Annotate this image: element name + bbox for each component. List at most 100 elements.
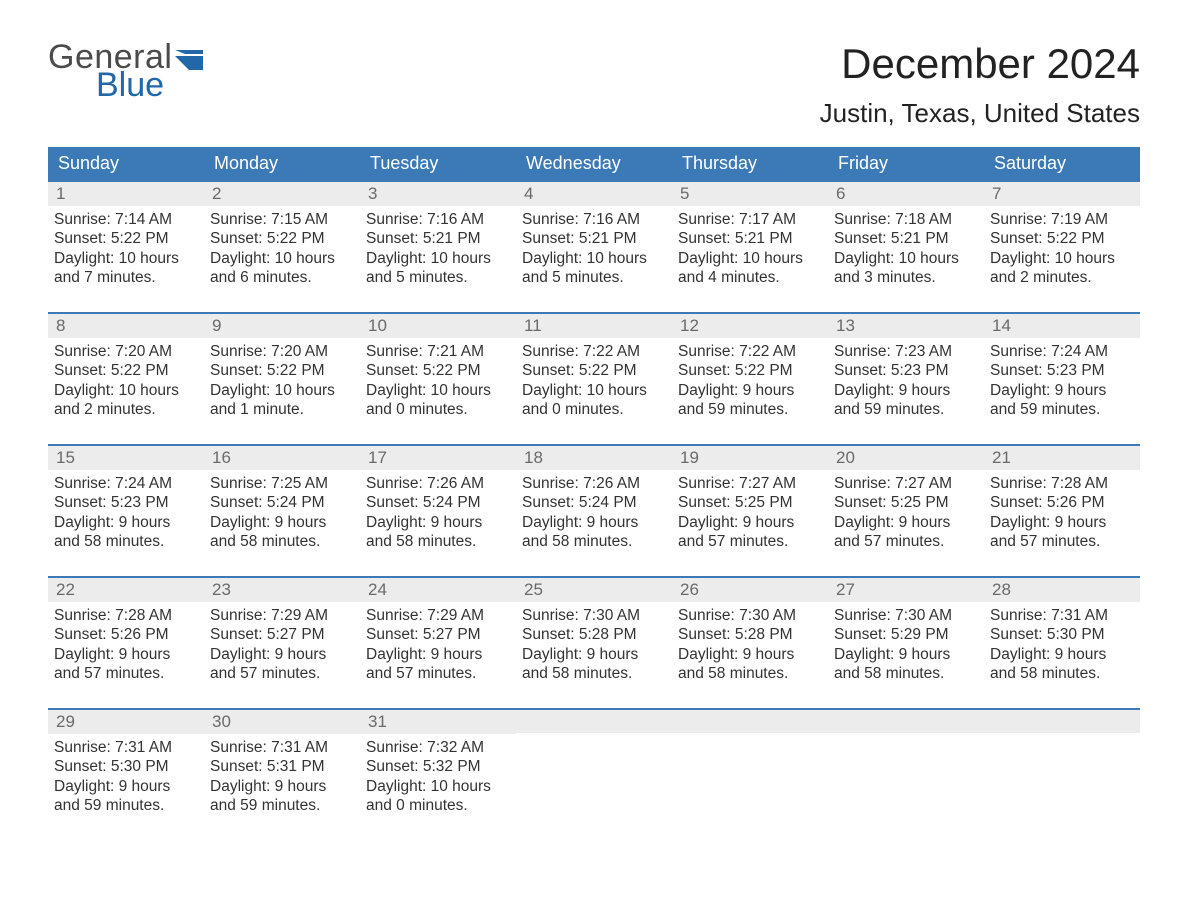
weekday-header: Monday	[204, 147, 360, 180]
day-number: 3	[360, 182, 516, 206]
daylight-line-1: Daylight: 9 hours	[834, 513, 978, 532]
title-block: December 2024 Justin, Texas, United Stat…	[820, 40, 1140, 129]
day-body: Sunrise: 7:32 AMSunset: 5:32 PMDaylight:…	[360, 734, 516, 822]
daylight-line-2: and 2 minutes.	[54, 400, 198, 419]
sunrise-line: Sunrise: 7:22 AM	[678, 342, 822, 361]
sunrise-line: Sunrise: 7:30 AM	[678, 606, 822, 625]
sunset-line: Sunset: 5:21 PM	[366, 229, 510, 248]
day-body: Sunrise: 7:22 AMSunset: 5:22 PMDaylight:…	[672, 338, 828, 426]
calendar: SundayMondayTuesdayWednesdayThursdayFrid…	[48, 147, 1140, 828]
sunset-line: Sunset: 5:24 PM	[366, 493, 510, 512]
day-number: 30	[204, 710, 360, 734]
day-body: Sunrise: 7:27 AMSunset: 5:25 PMDaylight:…	[672, 470, 828, 558]
day-number: 6	[828, 182, 984, 206]
day-number	[516, 710, 672, 733]
sunset-line: Sunset: 5:23 PM	[834, 361, 978, 380]
daylight-line-1: Daylight: 10 hours	[366, 381, 510, 400]
day-number: 8	[48, 314, 204, 338]
day-body: Sunrise: 7:19 AMSunset: 5:22 PMDaylight:…	[984, 206, 1140, 294]
day-cell: 21Sunrise: 7:28 AMSunset: 5:26 PMDayligh…	[984, 446, 1140, 564]
day-number: 1	[48, 182, 204, 206]
daylight-line-2: and 59 minutes.	[990, 400, 1134, 419]
day-body: Sunrise: 7:26 AMSunset: 5:24 PMDaylight:…	[360, 470, 516, 558]
empty-day-cell	[828, 710, 984, 828]
sunrise-line: Sunrise: 7:29 AM	[366, 606, 510, 625]
day-cell: 5Sunrise: 7:17 AMSunset: 5:21 PMDaylight…	[672, 182, 828, 300]
day-number: 17	[360, 446, 516, 470]
daylight-line-1: Daylight: 9 hours	[678, 381, 822, 400]
day-body: Sunrise: 7:30 AMSunset: 5:29 PMDaylight:…	[828, 602, 984, 690]
day-body: Sunrise: 7:15 AMSunset: 5:22 PMDaylight:…	[204, 206, 360, 294]
sunrise-line: Sunrise: 7:14 AM	[54, 210, 198, 229]
weekday-header: Sunday	[48, 147, 204, 180]
daylight-line-2: and 57 minutes.	[678, 532, 822, 551]
sunset-line: Sunset: 5:25 PM	[678, 493, 822, 512]
day-body: Sunrise: 7:20 AMSunset: 5:22 PMDaylight:…	[204, 338, 360, 426]
day-body: Sunrise: 7:31 AMSunset: 5:30 PMDaylight:…	[984, 602, 1140, 690]
day-cell: 30Sunrise: 7:31 AMSunset: 5:31 PMDayligh…	[204, 710, 360, 828]
daylight-line-2: and 5 minutes.	[522, 268, 666, 287]
day-number: 31	[360, 710, 516, 734]
sunrise-line: Sunrise: 7:25 AM	[210, 474, 354, 493]
daylight-line-2: and 7 minutes.	[54, 268, 198, 287]
sunset-line: Sunset: 5:22 PM	[54, 361, 198, 380]
day-body: Sunrise: 7:28 AMSunset: 5:26 PMDaylight:…	[48, 602, 204, 690]
day-number: 28	[984, 578, 1140, 602]
day-body: Sunrise: 7:20 AMSunset: 5:22 PMDaylight:…	[48, 338, 204, 426]
day-body: Sunrise: 7:14 AMSunset: 5:22 PMDaylight:…	[48, 206, 204, 294]
empty-day-cell	[672, 710, 828, 828]
daylight-line-2: and 58 minutes.	[990, 664, 1134, 683]
daylight-line-2: and 6 minutes.	[210, 268, 354, 287]
sunset-line: Sunset: 5:22 PM	[54, 229, 198, 248]
week-row: 29Sunrise: 7:31 AMSunset: 5:30 PMDayligh…	[48, 708, 1140, 828]
sunrise-line: Sunrise: 7:32 AM	[366, 738, 510, 757]
day-cell: 7Sunrise: 7:19 AMSunset: 5:22 PMDaylight…	[984, 182, 1140, 300]
day-cell: 27Sunrise: 7:30 AMSunset: 5:29 PMDayligh…	[828, 578, 984, 696]
weekday-header: Saturday	[984, 147, 1140, 180]
sunset-line: Sunset: 5:27 PM	[366, 625, 510, 644]
day-number: 16	[204, 446, 360, 470]
day-cell: 28Sunrise: 7:31 AMSunset: 5:30 PMDayligh…	[984, 578, 1140, 696]
daylight-line-1: Daylight: 10 hours	[522, 249, 666, 268]
daylight-line-2: and 0 minutes.	[366, 400, 510, 419]
daylight-line-1: Daylight: 9 hours	[678, 645, 822, 664]
daylight-line-1: Daylight: 9 hours	[366, 513, 510, 532]
day-cell: 19Sunrise: 7:27 AMSunset: 5:25 PMDayligh…	[672, 446, 828, 564]
daylight-line-2: and 58 minutes.	[366, 532, 510, 551]
daylight-line-1: Daylight: 10 hours	[210, 249, 354, 268]
sunrise-line: Sunrise: 7:28 AM	[54, 606, 198, 625]
sunrise-line: Sunrise: 7:24 AM	[990, 342, 1134, 361]
daylight-line-2: and 58 minutes.	[210, 532, 354, 551]
day-cell: 20Sunrise: 7:27 AMSunset: 5:25 PMDayligh…	[828, 446, 984, 564]
daylight-line-2: and 0 minutes.	[522, 400, 666, 419]
day-number: 2	[204, 182, 360, 206]
day-body: Sunrise: 7:29 AMSunset: 5:27 PMDaylight:…	[360, 602, 516, 690]
daylight-line-1: Daylight: 10 hours	[54, 249, 198, 268]
sunset-line: Sunset: 5:26 PM	[990, 493, 1134, 512]
day-number: 29	[48, 710, 204, 734]
weekday-header: Wednesday	[516, 147, 672, 180]
day-number: 26	[672, 578, 828, 602]
flag-icon	[175, 50, 203, 70]
sunset-line: Sunset: 5:21 PM	[522, 229, 666, 248]
sunrise-line: Sunrise: 7:26 AM	[366, 474, 510, 493]
day-cell: 13Sunrise: 7:23 AMSunset: 5:23 PMDayligh…	[828, 314, 984, 432]
sunset-line: Sunset: 5:22 PM	[366, 361, 510, 380]
day-body: Sunrise: 7:30 AMSunset: 5:28 PMDaylight:…	[672, 602, 828, 690]
sunset-line: Sunset: 5:21 PM	[678, 229, 822, 248]
daylight-line-1: Daylight: 9 hours	[990, 513, 1134, 532]
daylight-line-2: and 2 minutes.	[990, 268, 1134, 287]
day-number: 9	[204, 314, 360, 338]
sunset-line: Sunset: 5:26 PM	[54, 625, 198, 644]
sunrise-line: Sunrise: 7:31 AM	[54, 738, 198, 757]
sunset-line: Sunset: 5:30 PM	[54, 757, 198, 776]
week-row: 1Sunrise: 7:14 AMSunset: 5:22 PMDaylight…	[48, 180, 1140, 300]
day-body: Sunrise: 7:26 AMSunset: 5:24 PMDaylight:…	[516, 470, 672, 558]
daylight-line-2: and 59 minutes.	[54, 796, 198, 815]
daylight-line-1: Daylight: 10 hours	[210, 381, 354, 400]
day-body: Sunrise: 7:24 AMSunset: 5:23 PMDaylight:…	[984, 338, 1140, 426]
day-number: 21	[984, 446, 1140, 470]
weeks-container: 1Sunrise: 7:14 AMSunset: 5:22 PMDaylight…	[48, 180, 1140, 828]
daylight-line-1: Daylight: 10 hours	[522, 381, 666, 400]
empty-day-cell	[516, 710, 672, 828]
